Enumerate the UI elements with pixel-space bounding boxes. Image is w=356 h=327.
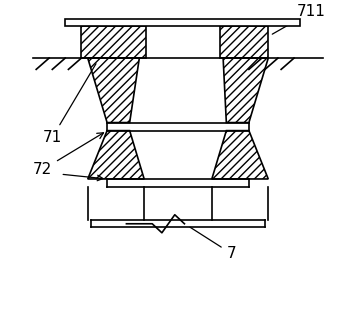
Bar: [81, 26, 146, 58]
Text: 711: 711: [272, 4, 326, 34]
Bar: [220, 26, 268, 58]
Text: 72: 72: [33, 133, 104, 177]
Text: 71: 71: [43, 64, 96, 145]
Text: 7: 7: [190, 227, 236, 261]
Polygon shape: [88, 130, 144, 179]
Polygon shape: [212, 130, 268, 179]
Bar: [65, 19, 300, 26]
Polygon shape: [223, 58, 268, 123]
Polygon shape: [88, 58, 139, 123]
